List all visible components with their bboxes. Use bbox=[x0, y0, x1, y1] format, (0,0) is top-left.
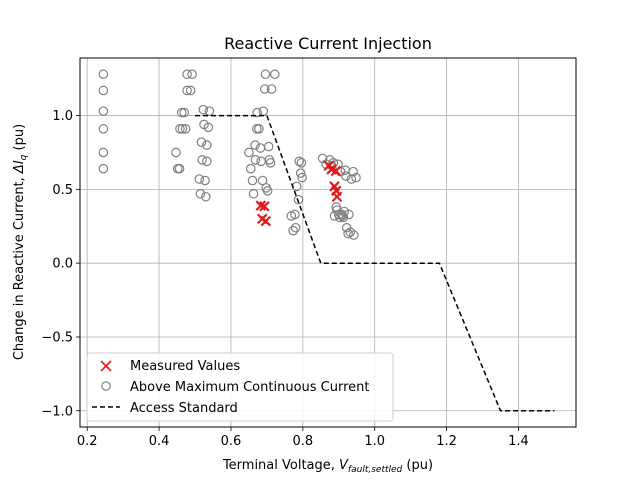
above-max-current-point bbox=[338, 212, 349, 223]
above-max-current-point bbox=[196, 137, 207, 147]
above-max-current-point bbox=[351, 172, 361, 183]
x-tick-label: 0.2 bbox=[77, 434, 98, 449]
y-axis-label: Change in Reactive Current, ΔIq (pu) bbox=[12, 124, 29, 360]
above-max-current-point bbox=[348, 166, 358, 177]
above-max-current-point bbox=[198, 104, 209, 115]
ticks: 0.2 0.4 0.6 0.8 1.0 1.2 1.4 −1.0 −0.5 0.0 0.5 1.0 bbox=[41, 109, 528, 449]
above-max-current-point bbox=[254, 124, 264, 134]
above-max-current-point bbox=[295, 168, 306, 178]
measured-value-point bbox=[260, 215, 272, 227]
above-max-current-point bbox=[341, 171, 351, 181]
above-max-current-point bbox=[248, 188, 259, 199]
above-max-current-point bbox=[250, 140, 260, 150]
above-max-current-point bbox=[182, 69, 192, 80]
above-max-current-point bbox=[337, 211, 348, 221]
x-tick-label: 0.8 bbox=[292, 434, 313, 449]
above-max-current-point bbox=[294, 156, 305, 167]
y-tick-label: −1.0 bbox=[41, 404, 73, 419]
chart-title: Reactive Current Injection bbox=[224, 34, 432, 53]
above-max-current-point bbox=[98, 163, 109, 174]
measured-value-point bbox=[330, 165, 342, 177]
above-max-current-point bbox=[346, 174, 357, 184]
above-max-current-point bbox=[266, 84, 277, 94]
x-axis-label: Terminal Voltage, Vfault,settled (pu) bbox=[222, 458, 433, 475]
above-max-current-point bbox=[179, 107, 190, 118]
above-max-current-point bbox=[260, 69, 271, 80]
legend-label-access-standard: Access Standard bbox=[130, 401, 238, 416]
above-max-current-point bbox=[98, 106, 109, 116]
x-tick-label: 1.4 bbox=[508, 434, 529, 449]
above-max-current-point bbox=[252, 107, 262, 118]
above-max-current-point bbox=[98, 85, 109, 96]
legend-marker-above-max-current bbox=[101, 381, 111, 391]
above-max-current-point bbox=[265, 157, 276, 168]
above-max-current-point bbox=[203, 122, 214, 133]
above-max-current-point bbox=[293, 194, 304, 205]
plot-frame bbox=[79, 57, 577, 428]
above-max-current-point bbox=[194, 174, 205, 184]
access-standard-line bbox=[195, 114, 555, 412]
above-max-current-point bbox=[195, 188, 206, 199]
legend-label-above-max-current: Above Maximum Continuous Current bbox=[130, 380, 370, 395]
legend: Measured Values Above Maximum Continuous… bbox=[86, 352, 394, 422]
above-max-current-point bbox=[247, 175, 258, 186]
above-max-current-point bbox=[263, 141, 274, 152]
y-tick-label: 0.5 bbox=[52, 183, 73, 198]
x-tick-label: 1.2 bbox=[436, 434, 457, 449]
above-max-current-point bbox=[185, 85, 196, 96]
above-max-current-point bbox=[270, 69, 280, 80]
above-max-current-point bbox=[297, 172, 307, 183]
legend-marker-measured-values bbox=[100, 360, 112, 372]
x-tick-label: 1.0 bbox=[364, 434, 385, 449]
above-max-current-point bbox=[262, 186, 273, 196]
above-max-current-point bbox=[174, 163, 185, 174]
above-max-current-point bbox=[250, 155, 261, 165]
data-layer bbox=[98, 69, 555, 412]
above-max-current-point bbox=[290, 209, 300, 220]
above-max-current-point bbox=[98, 69, 109, 80]
above-max-current-point bbox=[343, 228, 353, 239]
above-max-current-point bbox=[176, 107, 187, 118]
above-max-current-point bbox=[288, 225, 298, 236]
x-tick-label: 0.4 bbox=[149, 434, 170, 449]
above-max-current-point bbox=[180, 124, 191, 134]
above-max-current-point bbox=[175, 124, 185, 134]
above-max-current-point bbox=[171, 147, 181, 158]
above-max-current-point bbox=[259, 84, 270, 94]
measured-value-point bbox=[331, 191, 343, 203]
above-max-current-point bbox=[349, 230, 359, 240]
above-max-current-point bbox=[202, 156, 212, 167]
above-max-current-point bbox=[187, 69, 197, 80]
legend-box bbox=[86, 352, 394, 422]
measured-value-point bbox=[255, 200, 267, 211]
above-max-current-point bbox=[344, 209, 354, 220]
above-max-current-point bbox=[202, 140, 212, 150]
above-max-current-point bbox=[177, 124, 188, 134]
above-max-current-point bbox=[197, 155, 208, 165]
y-tick-label: 0.0 bbox=[52, 257, 73, 272]
measured-value-point bbox=[259, 201, 270, 212]
above-max-current-point bbox=[244, 147, 254, 158]
above-max-current-point bbox=[200, 191, 211, 202]
y-tick-label: −0.5 bbox=[41, 330, 73, 345]
above-max-current-point bbox=[182, 85, 192, 96]
y-tick-label: 1.0 bbox=[52, 109, 73, 124]
above-max-current-point bbox=[204, 106, 215, 116]
above-max-current-point bbox=[245, 163, 256, 174]
above-max-current-point bbox=[339, 206, 349, 217]
above-max-current-point bbox=[296, 157, 307, 168]
above-max-current-point bbox=[200, 175, 210, 186]
above-max-current-point bbox=[290, 222, 301, 233]
above-max-current-point bbox=[98, 147, 109, 158]
legend-label-measured-values: Measured Values bbox=[130, 359, 240, 374]
x-tick-label: 0.6 bbox=[221, 434, 242, 449]
above-max-current-point bbox=[98, 124, 109, 134]
